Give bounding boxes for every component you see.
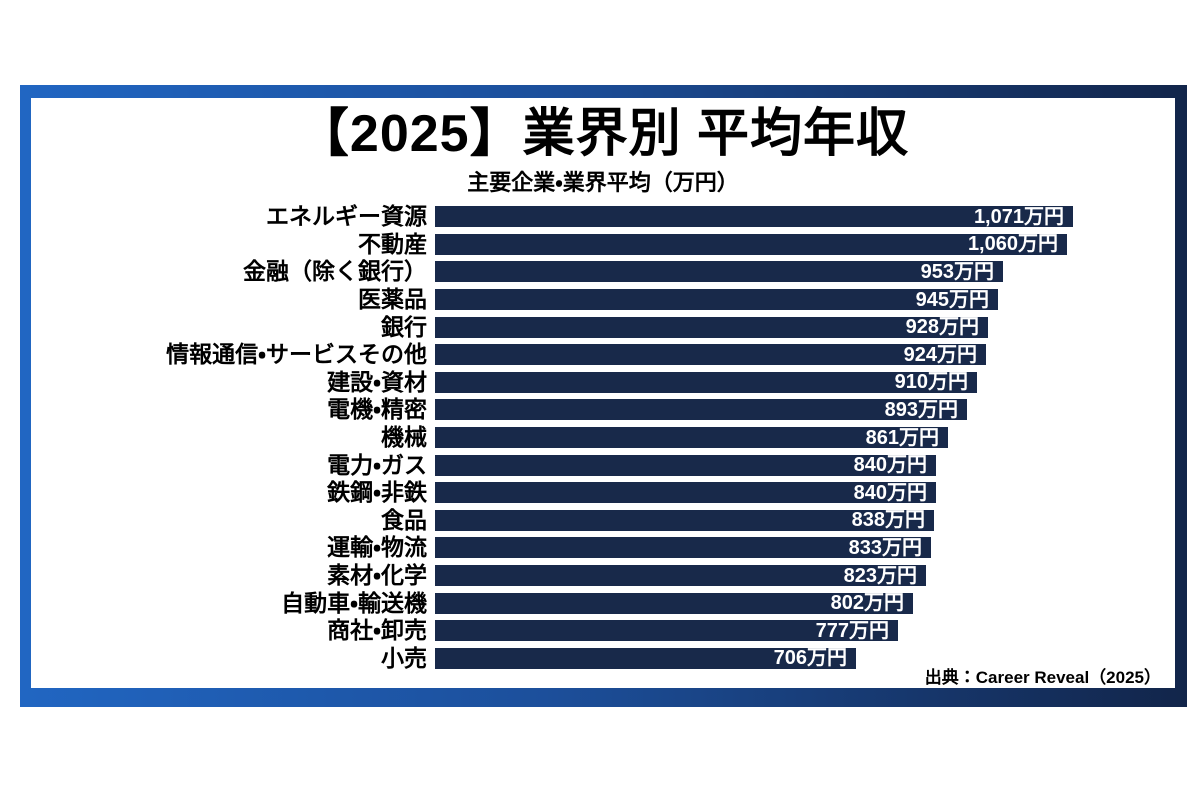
category-label: 情報通信・サービスその他 [166,341,427,368]
bar: 910万円 [435,371,977,394]
value-label: 840万円 [853,481,927,504]
category-label: 銀行 [381,313,427,340]
bar: 893万円 [435,398,967,421]
category-label: 機械 [381,424,427,451]
bar-row: エネルギー資源 1,071万円 [31,203,1175,231]
bar-row: 商社・卸売 777万円 [31,617,1175,645]
bar-row: 小売 706万円 [31,645,1175,673]
bar: 953万円 [435,260,1003,283]
category-label: 鉄鋼・非鉄 [327,479,427,506]
value-label: 924万円 [903,343,977,366]
bar-row: 電機・精密 893万円 [31,396,1175,424]
value-label: 1,071万円 [973,205,1064,228]
bar: 1,060万円 [435,233,1067,256]
bar-chart: エネルギー資源 1,071万円不動産 1,060万円金融（除く銀行） 953万円医薬品… [31,203,1175,672]
bar: 838万円 [435,509,934,532]
bar: 823万円 [435,564,926,587]
chart-title: 【2025】業界別 平均年収 [296,105,910,163]
bar: 802万円 [435,592,913,615]
bar-row: 素材・化学 823万円 [31,562,1175,590]
category-label: 自動車・輸送機 [281,589,427,616]
bar-row: 金融（除く銀行） 953万円 [31,258,1175,286]
value-label: 802万円 [830,592,904,615]
value-label: 910万円 [894,371,968,394]
slide-frame: 【2025】業界別 平均年収 主要企業・業界平均（万円） エネルギー資源 1,07… [20,85,1187,707]
value-label: 945万円 [915,288,989,311]
bar: 928万円 [435,316,988,339]
category-label: 運輸・物流 [327,534,427,561]
bar: 945万円 [435,288,998,311]
bar: 840万円 [435,481,936,504]
category-label: エネルギー資源 [266,203,427,230]
category-label: 商社・卸売 [327,617,427,644]
chart-subtitle: 主要企業・業界平均（万円） [467,170,739,196]
bar-row: 情報通信・サービスその他 924万円 [31,341,1175,369]
value-label: 833万円 [848,536,922,559]
bar: 833万円 [435,536,931,559]
value-label: 953万円 [920,260,994,283]
category-label: 不動産 [358,230,427,257]
value-label: 928万円 [905,316,979,339]
bar-row: 建設・資材 910万円 [31,369,1175,397]
bar-row: 医薬品 945万円 [31,286,1175,314]
bar: 840万円 [435,454,936,477]
category-label: 食品 [381,506,427,533]
category-label: 素材・化学 [327,562,427,589]
bar: 861万円 [435,426,948,449]
bar: 777万円 [435,619,898,642]
bar: 1,071万円 [435,205,1073,228]
category-label: 金融（除く銀行） [243,258,427,285]
bar-row: 鉄鋼・非鉄 840万円 [31,479,1175,507]
category-label: 電機・精密 [327,396,427,423]
source-credit: 出典：Career Reveal（2025） [924,668,1161,687]
value-label: 1,060万円 [967,233,1058,256]
category-label: 小売 [381,644,427,671]
bar: 706万円 [435,647,856,670]
bar-row: 機械 861万円 [31,424,1175,452]
bar: 924万円 [435,343,986,366]
value-label: 893万円 [884,398,958,421]
value-label: 823万円 [843,564,917,587]
bar-row: 電力・ガス 840万円 [31,451,1175,479]
bar-row: 食品 838万円 [31,507,1175,535]
value-label: 840万円 [853,454,927,477]
bar-row: 自動車・輸送機 802万円 [31,589,1175,617]
bar-row: 運輸・物流 833万円 [31,534,1175,562]
chart-canvas: 【2025】業界別 平均年収 主要企業・業界平均（万円） エネルギー資源 1,07… [31,98,1175,688]
bar-row: 不動産 1,060万円 [31,231,1175,259]
category-label: 医薬品 [358,286,427,313]
value-label: 838万円 [851,509,925,532]
value-label: 706万円 [773,647,847,670]
value-label: 777万円 [815,619,889,642]
category-label: 電力・ガス [327,451,427,478]
value-label: 861万円 [865,426,939,449]
category-label: 建設・資材 [327,368,427,395]
bar-row: 銀行 928万円 [31,313,1175,341]
